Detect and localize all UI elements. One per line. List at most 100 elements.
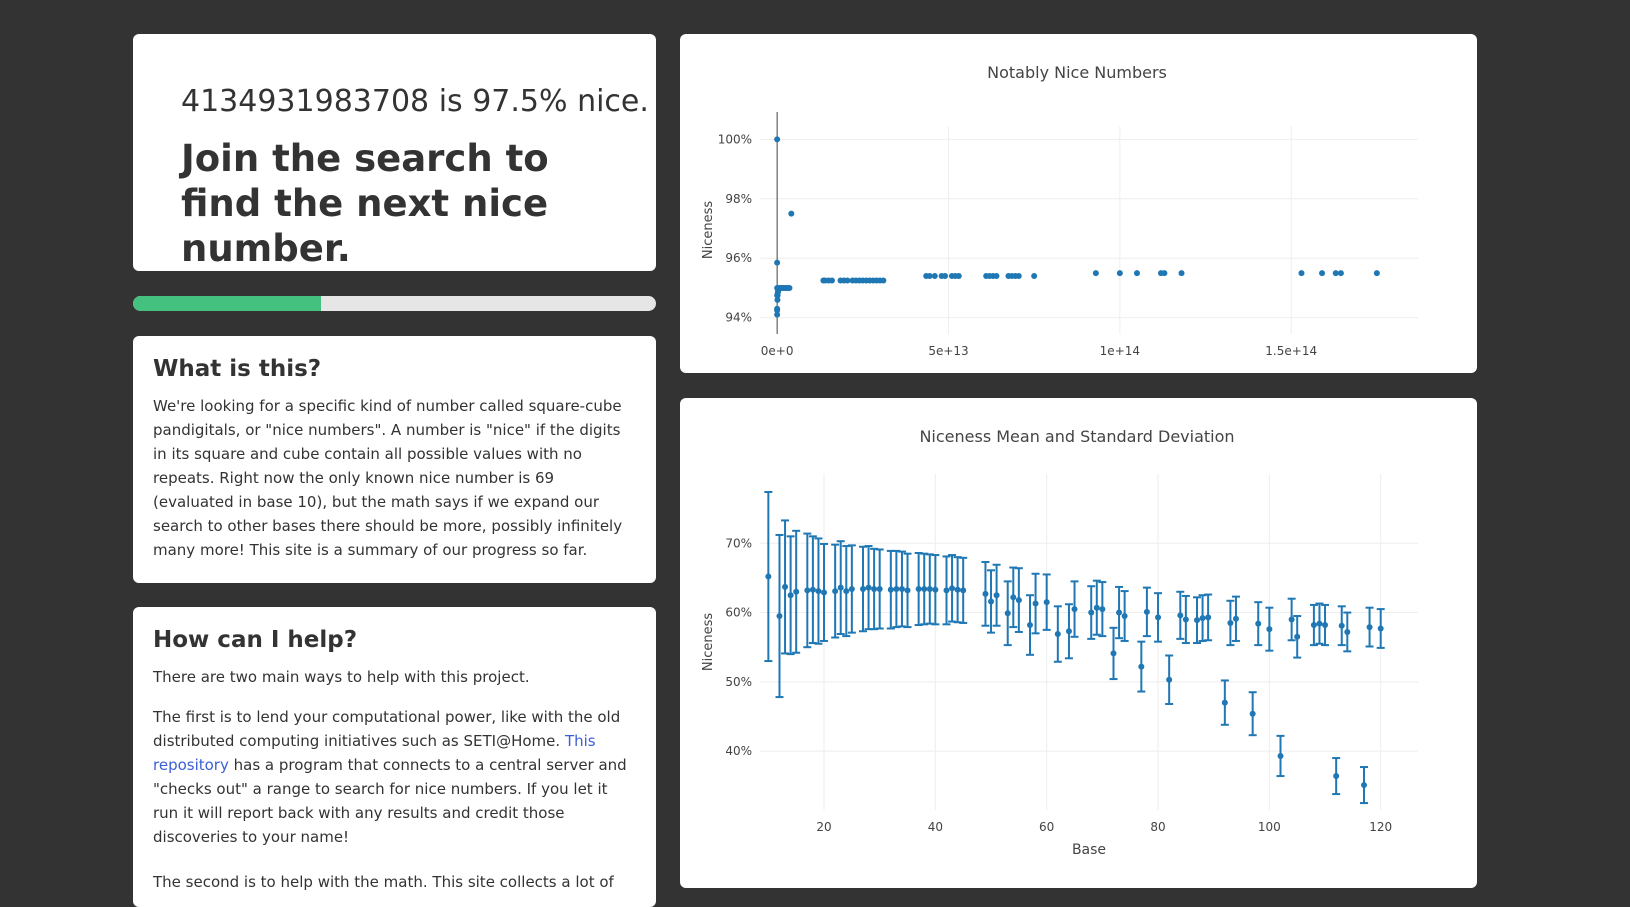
notably-nice-numbers-chart[interactable]: 0e+0 5e+13 1e+14 1.5e+14 94% 96% 98% 100% Notabl… [680, 34, 1477, 373]
data-point [1373, 270, 1380, 277]
mean-point [954, 586, 961, 593]
mean-point [1366, 624, 1373, 631]
y-tick-label: 50% [725, 675, 752, 689]
mean-point [765, 573, 772, 580]
mean-point [1026, 622, 1033, 629]
mean-point [1221, 699, 1228, 706]
mean-point [1338, 622, 1345, 629]
y-tick-label: 70% [725, 536, 752, 550]
mean-point [943, 587, 950, 594]
data-point [774, 311, 781, 318]
mean-point [1294, 633, 1301, 640]
hero-is-word: is [438, 84, 463, 119]
mean-point [1099, 606, 1106, 613]
mean-point [1110, 650, 1117, 657]
mean-point [1043, 599, 1050, 606]
repository-link[interactable]: This repository [153, 732, 596, 774]
mean-point [809, 586, 816, 593]
x-axis-label: Base [1072, 842, 1106, 858]
data-point [774, 296, 781, 303]
mean-point [1322, 622, 1329, 629]
mean-point [876, 586, 883, 593]
data-point [942, 273, 949, 280]
help-paragraph-1: The first is to lend your computational … [153, 705, 633, 849]
y-tick-label: 100% [718, 132, 752, 146]
mean-point [988, 598, 995, 605]
data-point [1116, 270, 1123, 277]
mean-point [1177, 612, 1184, 619]
y-tick-label: 98% [725, 192, 752, 206]
mean-point [804, 587, 811, 594]
mean-point [787, 592, 794, 599]
y-tick-label: 94% [725, 311, 752, 325]
mean-point [843, 588, 850, 595]
mean-point [1361, 782, 1368, 789]
hero-stat: 4134931983708 is 97.5% nice. [181, 84, 649, 119]
what-is-this-title: What is this? [153, 356, 322, 382]
hero-percent: 97.5% [472, 84, 568, 119]
mean-point [932, 586, 939, 593]
data-point [828, 277, 835, 284]
hero-headline: Join the search to find the next nice nu… [181, 137, 549, 270]
x-tick-label: 80 [1150, 820, 1165, 834]
what-is-this-body: We're looking for a specific kind of num… [153, 397, 623, 559]
mean-point [982, 590, 989, 597]
mean-point [904, 587, 911, 594]
mean-point [893, 586, 900, 593]
mean-point [821, 589, 828, 596]
mean-point [1182, 616, 1189, 623]
data-point [1133, 270, 1140, 277]
data-point [880, 277, 887, 284]
mean-point [1205, 614, 1212, 621]
chart-title: Notably Nice Numbers [987, 63, 1167, 82]
hero-number: 4134931983708 [181, 84, 430, 119]
what-is-this-card: What is this? We're looking for a specif… [133, 336, 656, 583]
mean-point [832, 588, 839, 595]
niceness-mean-sd-card: 20 40 60 80 100 120 40% 50% 60% 70% Niceness Mean … [680, 398, 1477, 888]
mean-point [815, 588, 822, 595]
x-tick-label: 120 [1369, 820, 1392, 834]
data-point [774, 259, 781, 266]
mean-point [887, 586, 894, 593]
data-point [786, 284, 793, 291]
mean-point [1015, 597, 1022, 604]
mean-point [1166, 676, 1173, 683]
mean-point [1310, 622, 1317, 629]
mean-point [1143, 608, 1150, 615]
mean-point [1377, 625, 1384, 632]
x-tick-label: 1.5e+14 [1265, 344, 1317, 358]
data-point [955, 273, 962, 280]
mean-point [1121, 613, 1128, 620]
mean-point [859, 586, 866, 593]
niceness-mean-sd-chart[interactable]: 20 40 60 80 100 120 40% 50% 60% 70% Niceness Mean … [680, 398, 1477, 888]
mean-point [1227, 619, 1234, 626]
data-point [1015, 273, 1022, 280]
mean-point [871, 586, 878, 593]
mean-point [1255, 620, 1262, 627]
data-point [1092, 270, 1099, 277]
data-point [1337, 270, 1344, 277]
y-tick-label: 96% [725, 251, 752, 265]
mean-point [1232, 615, 1239, 622]
mean-point [837, 584, 844, 591]
mean-point [1288, 616, 1295, 623]
mean-point [960, 587, 967, 594]
x-tick-label: 20 [816, 820, 831, 834]
data-point [1332, 270, 1339, 277]
hero-nice-word: nice. [577, 84, 649, 119]
help-p1-after: has a program that connects to a central… [153, 756, 627, 846]
data-point [1319, 270, 1326, 277]
mean-point [1138, 663, 1145, 670]
mean-point [926, 586, 933, 593]
mean-point [776, 613, 783, 620]
mean-point [1344, 628, 1351, 635]
mean-point [1054, 631, 1061, 638]
mean-point [865, 584, 872, 591]
mean-point [1333, 773, 1340, 780]
search-progress-fill [133, 296, 322, 311]
x-tick-label: 40 [928, 820, 943, 834]
mean-point [1316, 620, 1323, 627]
data-point [1031, 273, 1038, 280]
mean-point [1266, 626, 1273, 633]
data-point [1178, 270, 1185, 277]
